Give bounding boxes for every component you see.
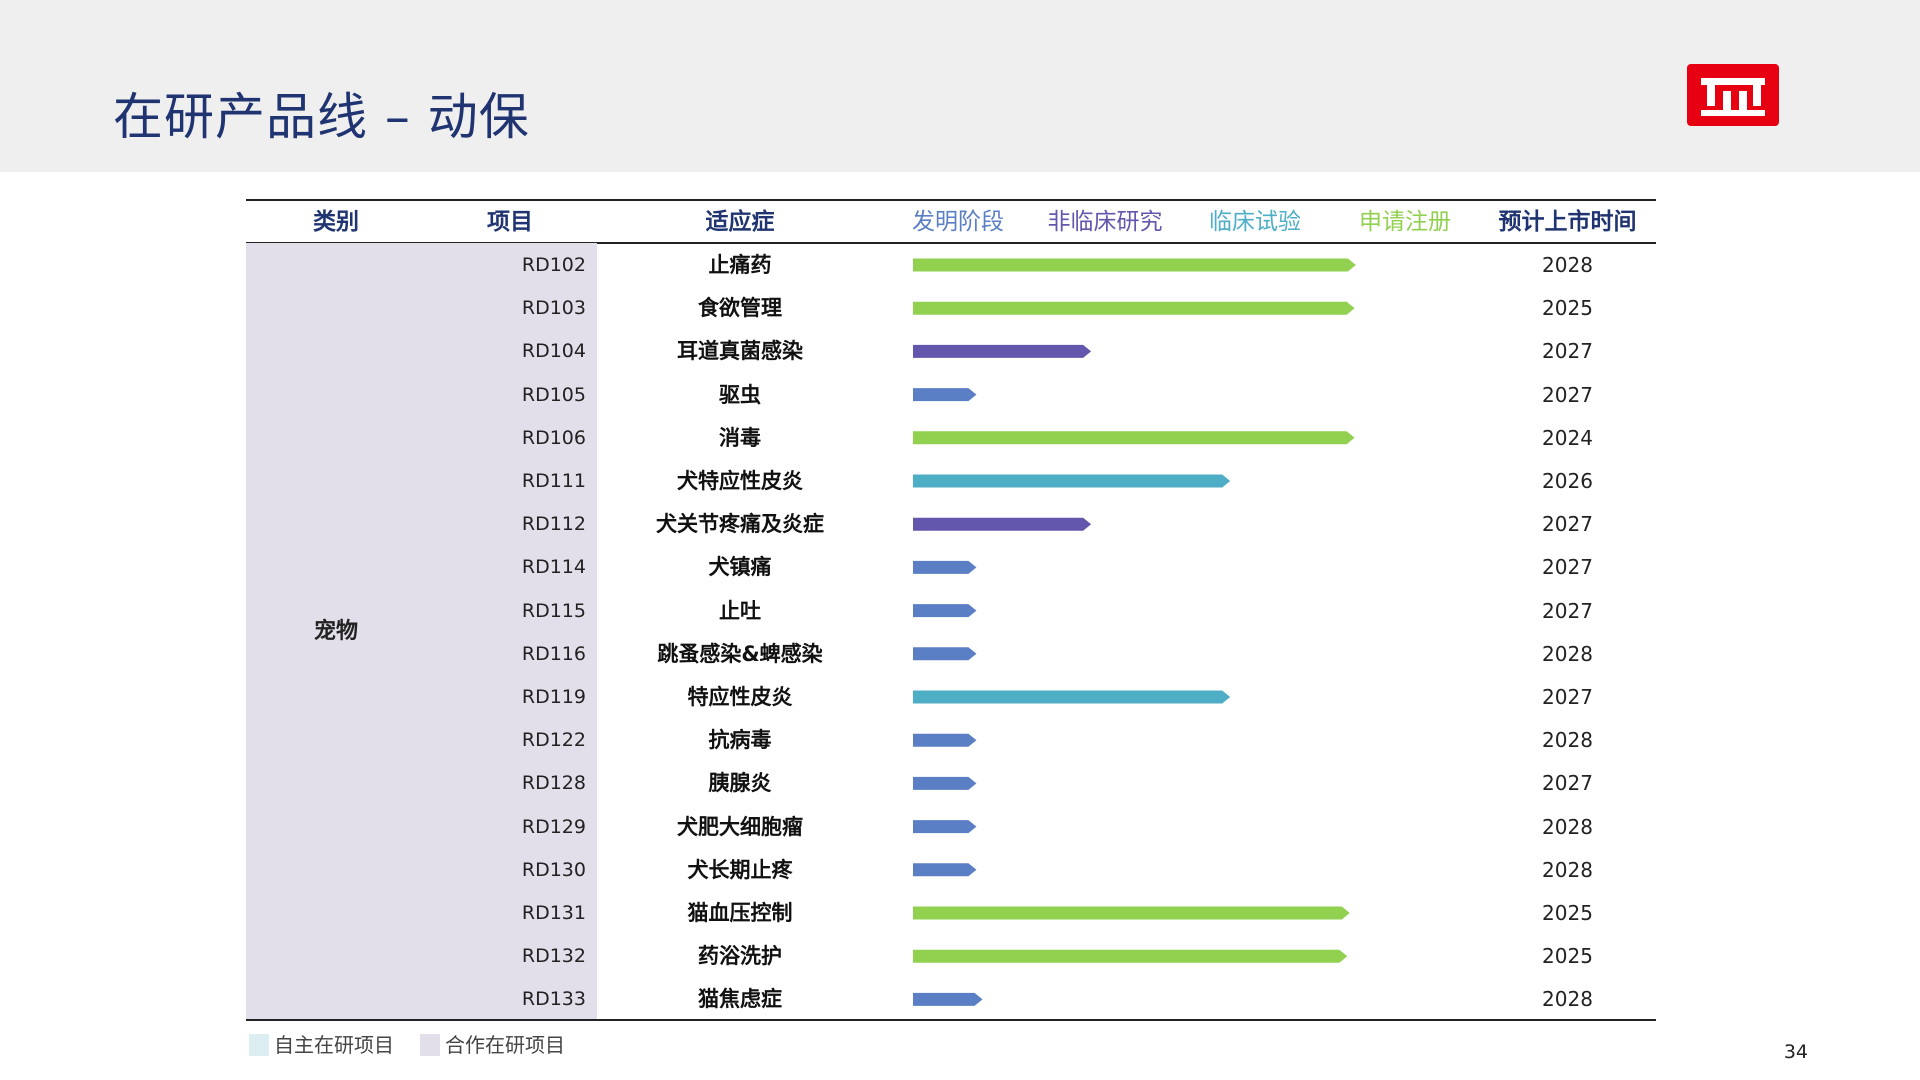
category-cell-background	[246, 243, 597, 1019]
indication-label: 驱虫	[719, 382, 761, 407]
progress-bar-rd116	[913, 647, 977, 661]
launch-year: 2027	[1542, 685, 1593, 709]
header-project: 项目	[487, 209, 533, 235]
header-stage-clinical: 临床试验	[1209, 209, 1301, 235]
indication-label: 止吐	[719, 598, 761, 623]
project-id: RD132	[521, 945, 586, 968]
launch-year: 2024	[1542, 425, 1593, 450]
indication-label: 犬长期止疼	[687, 857, 793, 882]
progress-bar-rd130	[913, 863, 977, 877]
progress-bar-rd132	[913, 949, 1348, 963]
header-launch: 预计上市时间	[1498, 209, 1637, 235]
project-id: RD119	[521, 686, 586, 708]
indication-label: 胰腺炎	[708, 771, 772, 796]
indication-label: 猫焦虑症	[698, 987, 782, 1012]
indication-label: 药浴洗护	[698, 944, 782, 969]
project-id: RD103	[521, 297, 586, 320]
launch-year: 2025	[1542, 901, 1593, 925]
indication-label: 消毒	[719, 425, 761, 450]
launch-year: 2025	[1542, 944, 1593, 969]
indication-label: 特应性皮炎	[687, 685, 793, 709]
indication-label: 食欲管理	[698, 296, 782, 321]
project-id: RD102	[521, 254, 586, 276]
launch-year: 2027	[1542, 555, 1593, 580]
launch-year: 2027	[1542, 598, 1593, 623]
table-bottom-rule	[246, 1019, 1656, 1021]
progress-bar-rd119	[913, 690, 1231, 704]
progress-bar-rd111	[913, 474, 1231, 488]
progress-bar-rd102	[913, 258, 1356, 272]
header-stage-registration: 申请注册	[1359, 209, 1451, 235]
launch-year: 2027	[1542, 339, 1593, 364]
legend-label-partner: 合作在研项目	[445, 1033, 565, 1057]
launch-year: 2028	[1542, 814, 1593, 839]
progress-bar-rd122	[913, 733, 977, 747]
progress-bar-rd129	[913, 820, 977, 834]
progress-bar-rd103	[913, 301, 1355, 315]
launch-year: 2026	[1542, 469, 1593, 493]
project-id: RD112	[521, 513, 586, 536]
progress-bar-rd105	[913, 388, 977, 402]
progress-bar-rd106	[913, 431, 1355, 445]
launch-year: 2027	[1542, 512, 1593, 537]
indication-label: 抗病毒	[708, 728, 772, 753]
indication-label: 犬特应性皮炎	[677, 469, 803, 493]
project-id: RD133	[521, 988, 586, 1011]
header-band	[0, 0, 1920, 172]
header-indication: 适应症	[705, 209, 775, 235]
project-id: RD104	[521, 340, 586, 363]
project-id: RD128	[521, 772, 586, 795]
launch-year: 2028	[1542, 857, 1593, 882]
launch-year: 2027	[1542, 382, 1593, 407]
page-number: 34	[1783, 1041, 1808, 1063]
launch-year: 2028	[1542, 728, 1593, 753]
indication-label: 猫血压控制	[687, 901, 793, 925]
progress-bar-rd104	[913, 344, 1092, 358]
table-top-rule	[246, 199, 1656, 201]
project-id: RD105	[521, 383, 586, 406]
project-id: RD111	[521, 470, 586, 492]
indication-label: 耳道真菌感染	[677, 339, 803, 364]
header-stage-preclinical: 非临床研究	[1047, 209, 1163, 235]
indication-label: 犬关节疼痛及炎症	[656, 512, 824, 537]
project-id: RD116	[521, 642, 586, 665]
indication-label: 跳蚤感染&蜱感染	[657, 641, 823, 666]
indication-label: 犬镇痛	[708, 555, 772, 580]
progress-bar-rd114	[913, 560, 977, 574]
launch-year: 2028	[1542, 641, 1593, 666]
project-id: RD122	[521, 729, 586, 752]
project-id: RD131	[521, 902, 586, 924]
launch-year: 2028	[1542, 987, 1593, 1012]
legend-label-in-house: 自主在研项目	[274, 1033, 394, 1057]
company-logo	[1687, 64, 1779, 126]
category-label: 宠物	[313, 619, 358, 644]
project-id: RD130	[521, 858, 586, 881]
legend-swatch-partner	[420, 1034, 440, 1056]
progress-bar-rd133	[913, 992, 983, 1006]
header-category: 类别	[313, 209, 359, 235]
launch-year: 2025	[1542, 296, 1593, 321]
launch-year: 2028	[1542, 253, 1593, 277]
legend-swatch-in-house	[249, 1034, 269, 1056]
page-title: 在研产品线 – 动保	[113, 88, 530, 146]
indication-label: 犬肥大细胞瘤	[677, 814, 803, 839]
header-stage-discovery: 发明阶段	[912, 209, 1004, 235]
project-id: RD114	[521, 556, 586, 579]
project-id: RD129	[521, 815, 586, 838]
indication-label: 止痛药	[708, 253, 772, 277]
progress-bar-rd128	[913, 776, 977, 790]
launch-year: 2027	[1542, 771, 1593, 796]
progress-bar-rd112	[913, 517, 1092, 531]
progress-bar-rd131	[913, 906, 1350, 920]
project-id: RD115	[521, 599, 586, 622]
table-header-rule	[246, 242, 1656, 244]
progress-bar-rd115	[913, 604, 977, 618]
project-id: RD106	[521, 426, 586, 449]
